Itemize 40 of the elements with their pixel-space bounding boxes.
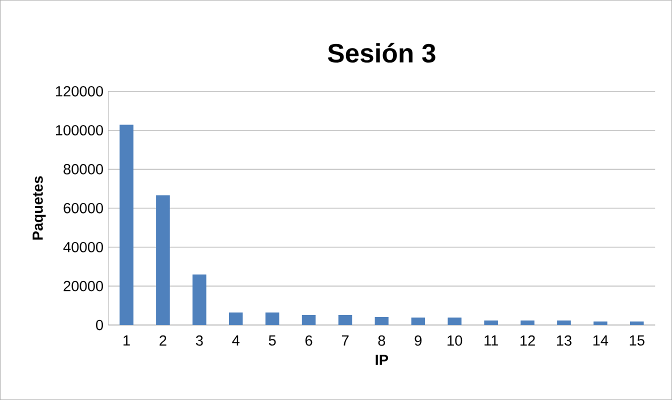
x-tick-label: 11	[484, 335, 498, 346]
y-axis-title: Paquetes	[32, 176, 46, 240]
x-tick-label: 6	[305, 335, 312, 346]
y-tick-label: 60000	[64, 202, 103, 214]
chart-title: Sesión 3	[328, 42, 436, 63]
x-tick-label: 8	[378, 335, 386, 346]
x-tick-label: 14	[593, 335, 608, 346]
bar	[520, 320, 534, 326]
bar	[229, 312, 243, 326]
bar	[374, 316, 389, 326]
y-tick-label: 120000	[56, 86, 103, 96]
x-tick-label: 15	[630, 335, 644, 346]
x-tick-label: 7	[342, 335, 349, 346]
bar	[411, 318, 426, 326]
y-tick-label: 40000	[63, 242, 103, 252]
x-tick-label: 3	[196, 335, 203, 346]
bar	[265, 312, 280, 326]
y-tick-label: 0	[96, 320, 104, 330]
bar	[484, 320, 498, 326]
y-tick-label: 20000	[64, 280, 103, 292]
x-tick-label: 4	[232, 335, 240, 346]
bar	[192, 274, 206, 326]
x-tick-label: 10	[448, 335, 462, 346]
bar	[156, 195, 170, 326]
x-tick-label: 1	[124, 335, 130, 346]
bar	[448, 318, 462, 326]
bar	[302, 315, 316, 326]
x-tick-label: 12	[520, 335, 535, 346]
bar	[557, 320, 571, 326]
x-tick-label: 9	[414, 335, 422, 346]
bar	[338, 315, 352, 326]
bar	[120, 124, 134, 326]
x-tick-label: 5	[268, 335, 276, 346]
bar	[594, 321, 608, 326]
x-tick-label: 13	[556, 335, 572, 346]
x-tick-label: 2	[160, 335, 166, 346]
y-tick-label: 80000	[64, 164, 103, 174]
bar	[630, 321, 644, 326]
y-tick-label: 100000	[56, 125, 103, 136]
x-axis-title: IP	[376, 354, 388, 365]
